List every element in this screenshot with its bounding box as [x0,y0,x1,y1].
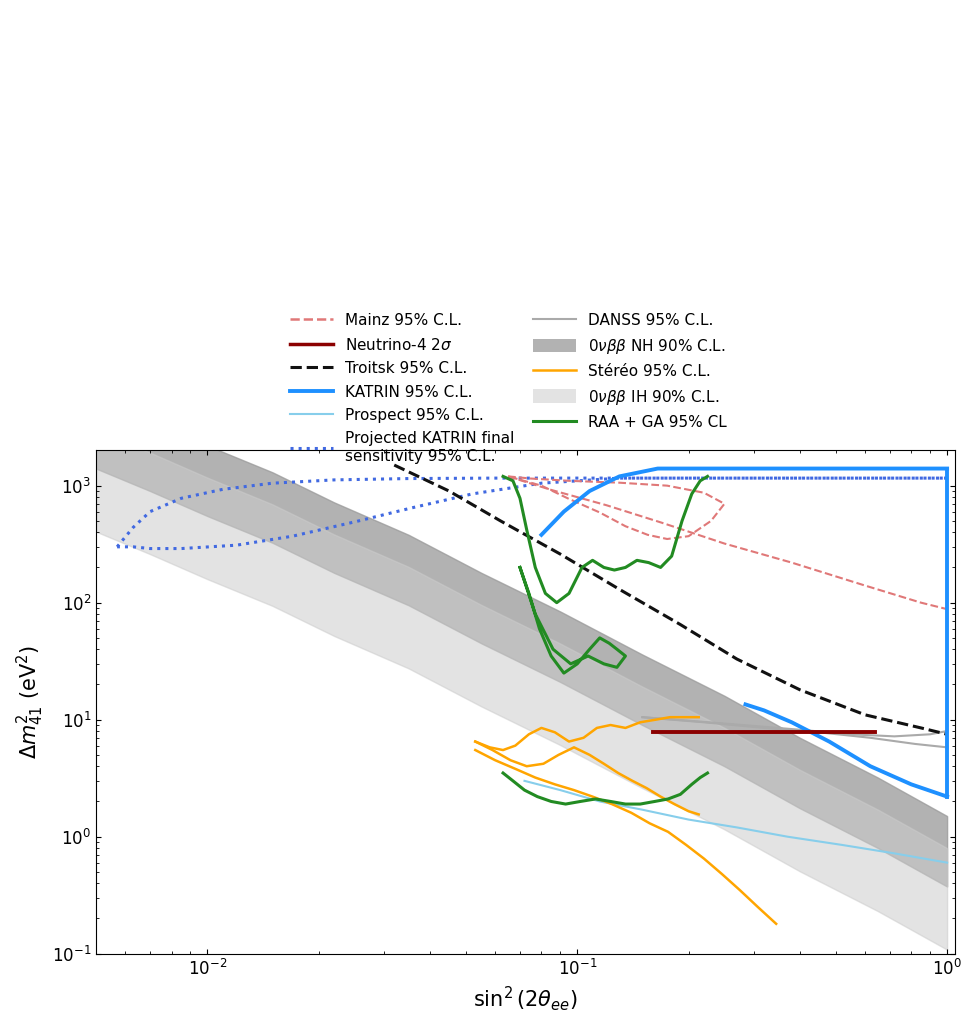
X-axis label: $\sin^2(2\theta_{ee})$: $\sin^2(2\theta_{ee})$ [473,984,577,1013]
Y-axis label: $\Delta m^2_{41}$ (eV$^2$): $\Delta m^2_{41}$ (eV$^2$) [15,645,46,759]
Legend: Mainz 95% C.L., Neutrino-4 2$\sigma$, Troitsk 95% C.L., KATRIN 95% C.L., Prospec: Mainz 95% C.L., Neutrino-4 2$\sigma$, Tr… [283,307,732,470]
